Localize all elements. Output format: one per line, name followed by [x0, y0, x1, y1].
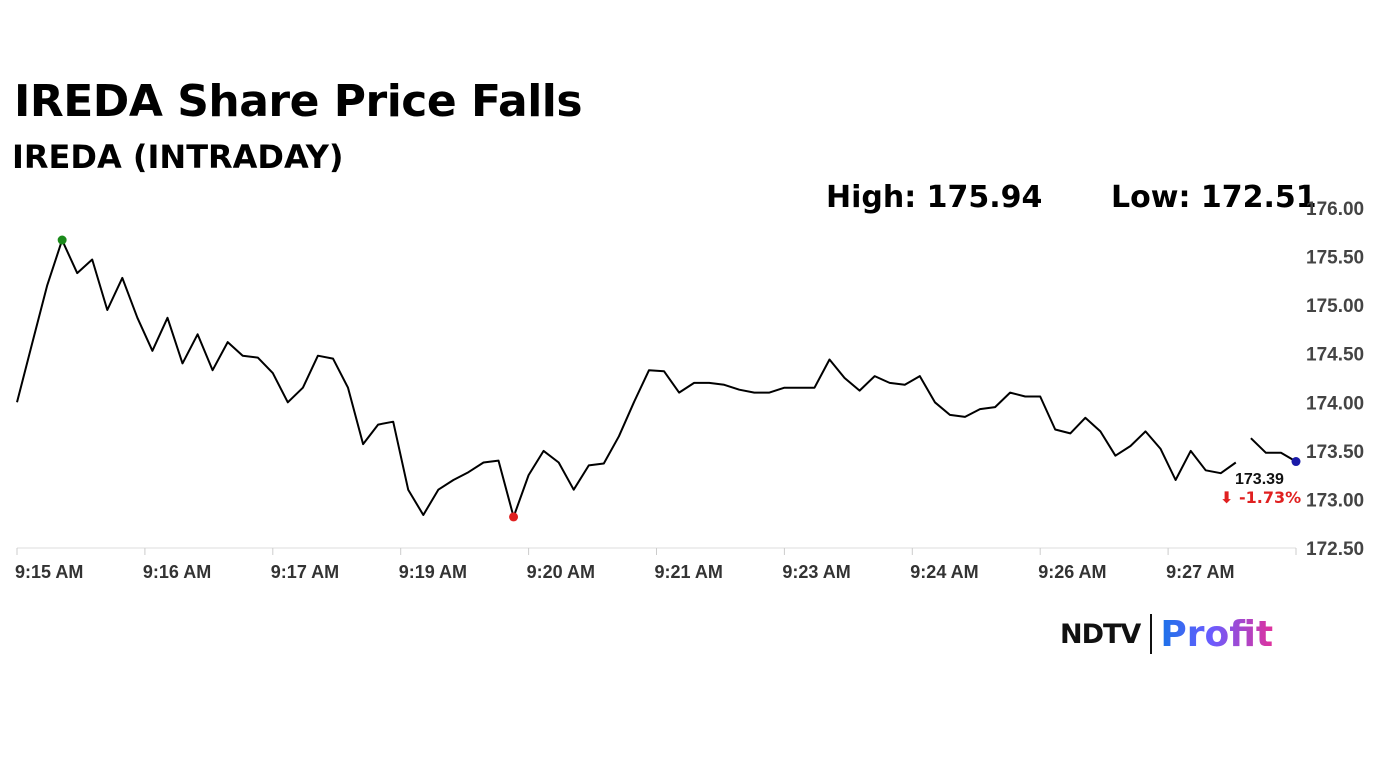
profit-wordmark: Profit: [1160, 613, 1274, 655]
price-change-label: ⬇ -1.73%: [1220, 488, 1301, 507]
high-point-marker: [57, 235, 67, 245]
chart-title: IREDA Share Price Falls: [14, 76, 583, 127]
ndtv-profit-logo: NDTV Profit: [1060, 612, 1273, 656]
y-tick-label: 176.00: [1306, 199, 1364, 220]
x-tick-label: 9:26 AM: [1038, 562, 1106, 582]
x-tick-label: 9:17 AM: [271, 562, 339, 582]
low-point-marker: [509, 512, 519, 522]
y-tick-label: 175.00: [1306, 296, 1364, 317]
price-line-end: [1250, 437, 1297, 463]
x-tick-label: 9:20 AM: [527, 562, 595, 582]
y-tick-label: 172.50: [1306, 539, 1364, 560]
y-tick-label: 174.50: [1306, 345, 1364, 366]
price-line: [16, 239, 1237, 518]
y-tick-label: 173.00: [1306, 490, 1364, 511]
x-tick-label: 9:21 AM: [655, 562, 723, 582]
x-tick-label: 9:16 AM: [143, 562, 211, 582]
ndtv-wordmark: NDTV: [1060, 618, 1141, 650]
y-tick-label: 174.00: [1306, 393, 1364, 414]
high-price-label: High: 175.94: [826, 180, 1043, 215]
y-tick-label: 173.50: [1306, 442, 1364, 463]
chart-subtitle: IREDA (INTRADAY): [12, 138, 344, 176]
x-tick-label: 9:19 AM: [399, 562, 467, 582]
x-tick-label: 9:27 AM: [1166, 562, 1234, 582]
last-price-label: 173.39: [1235, 471, 1284, 488]
y-tick-label: 175.50: [1306, 248, 1364, 269]
logo-divider: [1150, 614, 1153, 654]
low-price-label: Low: 172.51: [1111, 180, 1317, 215]
x-tick-label: 9:15 AM: [15, 562, 83, 582]
x-tick-label: 9:24 AM: [910, 562, 978, 582]
last-point-marker: [1291, 457, 1301, 467]
x-tick-label: 9:23 AM: [782, 562, 850, 582]
